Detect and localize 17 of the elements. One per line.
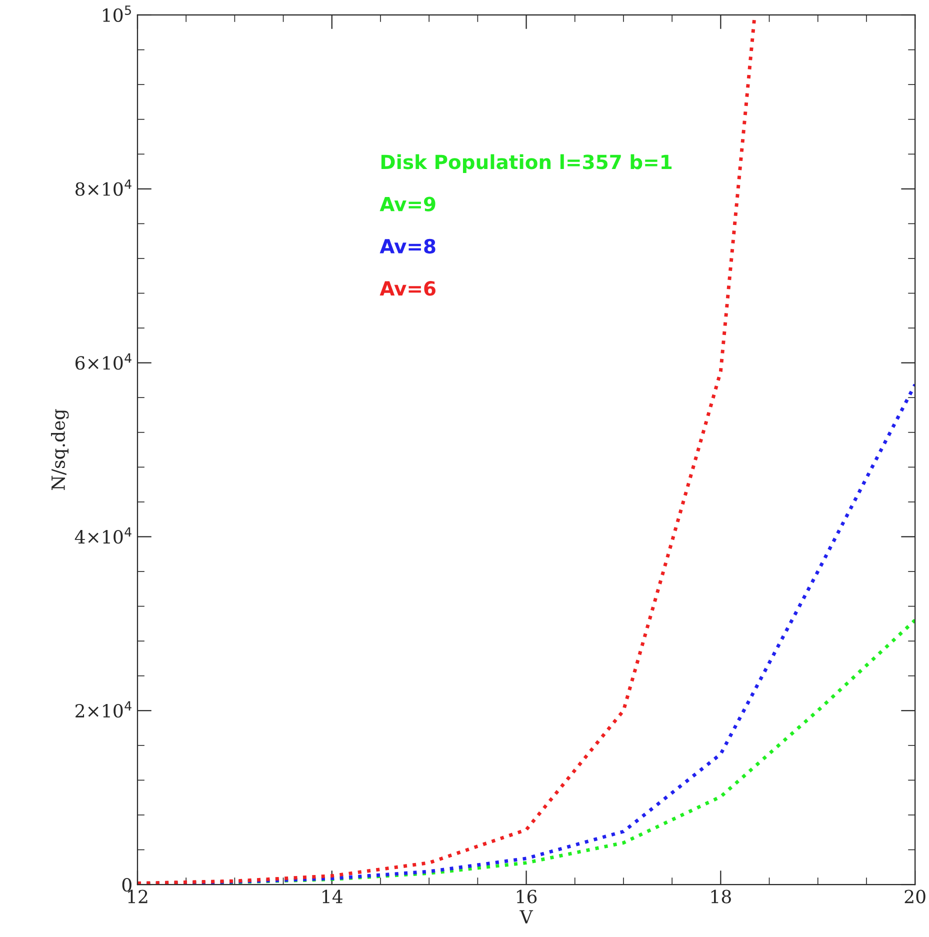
x-tick-label: 14 <box>322 890 342 904</box>
x-tick-label: 18 <box>711 890 731 904</box>
text: Av=8 <box>380 238 436 254</box>
text: Av=9 <box>380 196 436 212</box>
y-tick-label: 6×10$^{4}$ <box>76 353 132 370</box>
x-tick-label: 20 <box>904 890 926 904</box>
y-tick-label: 4×10$^{4}$ <box>74 527 132 544</box>
x-tick-label: 12 <box>128 890 148 904</box>
x-tick-label: 16 <box>516 890 537 904</box>
y-axis-title: N/sq.deg <box>51 409 69 490</box>
x-axis-title: V <box>520 910 534 924</box>
y-tick-label: 8×10$^{4}$ <box>76 180 132 196</box>
y-tick-label: 0 <box>122 878 132 892</box>
y-tick-label: 10$^{5}$ <box>103 6 131 22</box>
y-tick-label: 2×10$^{4}$ <box>76 701 132 718</box>
text: Av=6 <box>380 281 436 296</box>
legend-title: Disk Population l=357 b=1 <box>381 154 672 174</box>
